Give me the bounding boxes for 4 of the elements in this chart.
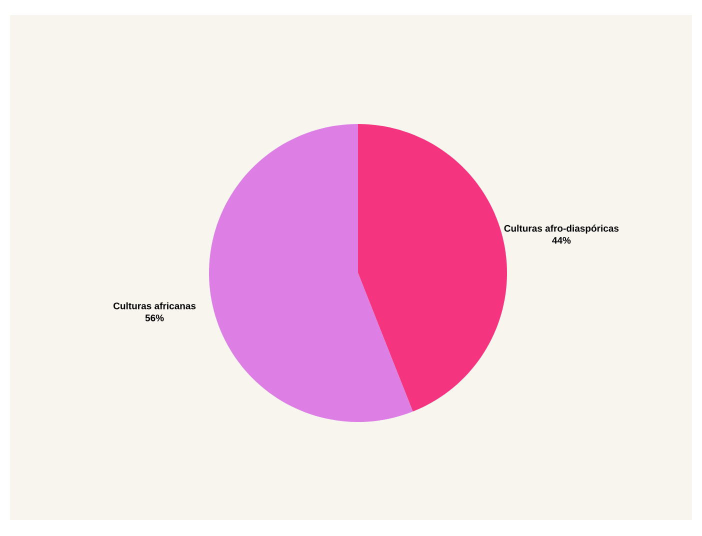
data-label: 44% <box>552 237 571 244</box>
slice-label: Culturas afro-diaspóricas <box>504 224 619 234</box>
slice-label: Culturas africanas <box>114 302 196 310</box>
data-label: 56% <box>145 314 164 322</box>
